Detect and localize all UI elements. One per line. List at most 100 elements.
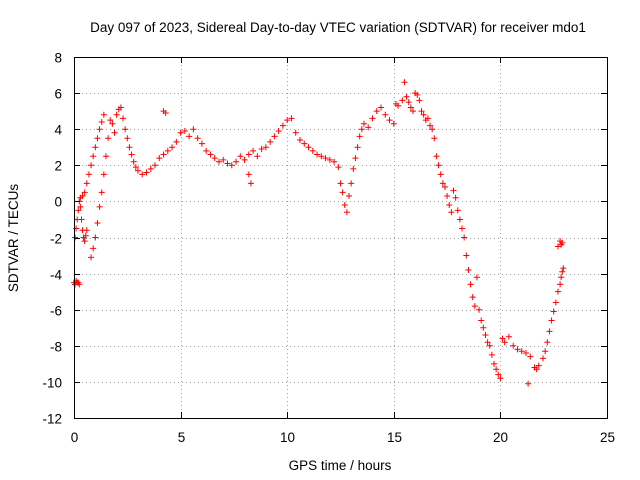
data-point <box>335 164 342 171</box>
data-point <box>245 151 252 158</box>
data-point <box>416 97 423 104</box>
data-point <box>279 122 286 129</box>
data-point <box>510 342 517 349</box>
x-tick-label: 10 <box>280 430 295 445</box>
data-point <box>378 104 385 111</box>
data-point <box>79 192 86 199</box>
data-point <box>160 151 167 158</box>
data-point <box>258 146 265 153</box>
data-point <box>414 91 421 98</box>
y-tick-label: -6 <box>50 304 62 319</box>
data-point <box>78 216 85 223</box>
data-point <box>505 333 512 340</box>
data-point <box>262 144 269 151</box>
data-point <box>254 153 261 160</box>
data-point <box>554 288 561 295</box>
data-point <box>211 155 218 162</box>
data-point <box>488 351 495 358</box>
data-point <box>463 252 470 259</box>
y-tick-label: 2 <box>54 159 62 174</box>
data-point <box>309 147 316 154</box>
chart-title: Day 097 of 2023, Sidereal Day-to-day VTE… <box>90 20 586 35</box>
data-point <box>356 133 363 140</box>
data-point <box>275 128 282 135</box>
data-point <box>198 140 205 147</box>
data-point <box>318 153 325 160</box>
data-point <box>354 144 361 151</box>
data-point <box>365 124 372 131</box>
data-point <box>173 138 180 145</box>
data-point <box>147 165 154 172</box>
data-point <box>322 155 329 162</box>
data-point <box>552 299 559 306</box>
data-point <box>143 169 150 176</box>
data-point <box>241 156 248 163</box>
y-tick-label: 8 <box>54 51 62 66</box>
data-point <box>373 108 380 115</box>
data-point <box>181 128 188 135</box>
axis-ticks <box>74 57 608 419</box>
data-point <box>247 180 254 187</box>
data-point <box>81 189 88 196</box>
x-axis-label: GPS time / hours <box>289 458 392 473</box>
data-point <box>292 129 299 136</box>
data-point <box>484 339 491 346</box>
data-point <box>164 147 171 154</box>
data-point <box>194 135 201 142</box>
data-point <box>139 171 146 178</box>
data-point <box>386 117 393 124</box>
data-point <box>96 203 103 210</box>
data-point <box>431 135 438 142</box>
data-point <box>486 342 493 349</box>
data-point <box>399 97 406 104</box>
data-point <box>326 156 333 163</box>
data-point <box>522 350 529 357</box>
data-point <box>245 171 252 178</box>
data-point <box>301 140 308 147</box>
data-point <box>480 324 487 331</box>
data-point <box>88 254 95 261</box>
data-point <box>122 126 129 133</box>
data-point <box>497 375 504 382</box>
data-point <box>220 156 227 163</box>
data-point <box>450 187 457 194</box>
data-point <box>478 317 485 324</box>
data-point <box>102 153 109 160</box>
data-point <box>418 108 425 115</box>
data-point <box>96 126 103 133</box>
data-point <box>433 153 440 160</box>
data-point <box>100 171 107 178</box>
data-point <box>90 153 97 160</box>
data-point <box>456 216 463 223</box>
data-point <box>358 126 365 133</box>
x-tick-label: 5 <box>178 430 186 445</box>
data-point <box>76 281 83 288</box>
data-points <box>71 79 567 387</box>
y-tick-label: 4 <box>54 123 62 138</box>
data-point <box>186 133 193 140</box>
data-point <box>162 109 169 116</box>
data-point <box>98 189 105 196</box>
data-point <box>540 355 547 362</box>
data-point <box>559 268 566 275</box>
data-point <box>476 306 483 313</box>
data-point <box>120 115 127 122</box>
data-point <box>465 266 472 273</box>
data-point <box>111 129 118 136</box>
data-point <box>407 104 414 111</box>
data-point <box>83 180 90 187</box>
data-point <box>514 346 521 353</box>
data-point <box>237 153 244 160</box>
data-point <box>331 158 338 165</box>
data-point <box>343 209 350 216</box>
data-point <box>441 183 448 190</box>
data-point <box>124 135 131 142</box>
data-point <box>337 180 344 187</box>
data-point <box>473 274 480 281</box>
data-point <box>550 308 557 315</box>
data-point <box>169 144 176 151</box>
y-tick-label: 6 <box>54 87 62 102</box>
data-point <box>446 202 453 209</box>
data-point <box>296 137 303 144</box>
y-tick-label: -4 <box>50 268 62 283</box>
